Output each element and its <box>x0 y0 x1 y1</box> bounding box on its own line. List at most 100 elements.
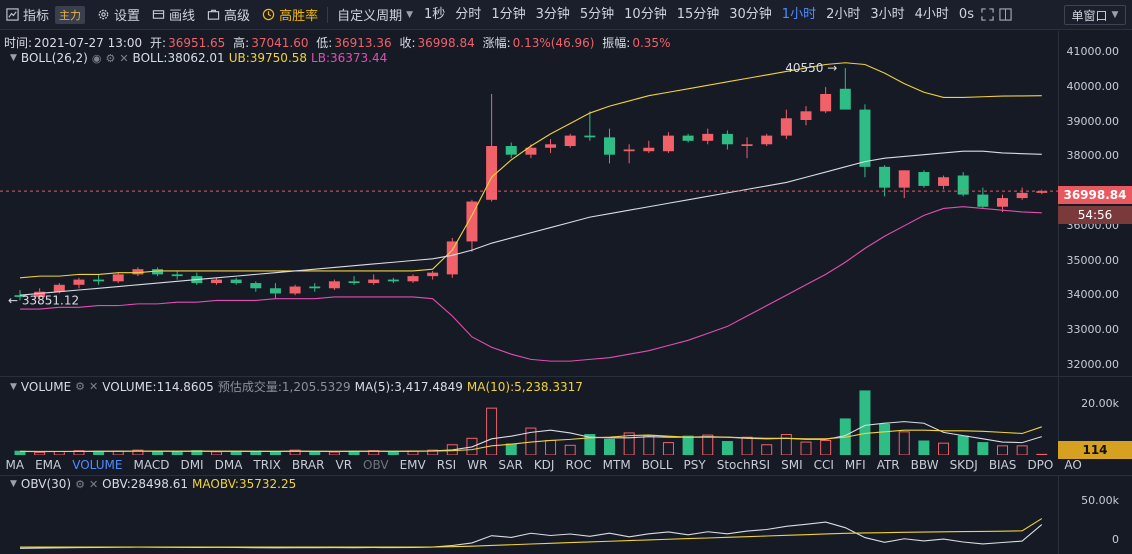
window-mode-dropdown[interactable]: 单窗口 ▼ <box>1064 5 1126 25</box>
indicator-tab[interactable]: BBW <box>910 458 939 472</box>
indicator-tab[interactable]: SMI <box>781 458 803 472</box>
advanced-button[interactable]: 高级 <box>201 0 256 30</box>
volume-legend-row: ▼ VOLUME ⚙ ✕ VOLUME:114.8605 预估成交量:1,205… <box>10 378 583 395</box>
candle-body <box>152 269 164 275</box>
indicator-icon <box>6 8 19 21</box>
boll-ub-label: UB: <box>228 51 250 65</box>
indicator-tab[interactable]: VR <box>335 458 353 472</box>
indicator-tab[interactable]: MFI <box>844 458 866 472</box>
volume-bar <box>859 390 871 455</box>
indicator-tab[interactable]: SKDJ <box>949 458 978 472</box>
indicator-tab[interactable]: BOLL <box>641 458 673 472</box>
indicator-tab[interactable]: BIAS <box>988 458 1017 472</box>
custom-period-dropdown[interactable]: 自定义周期 ▼ <box>331 0 419 30</box>
indicator-tab[interactable]: StochRSI <box>716 458 771 472</box>
indicator-tab[interactable]: EMV <box>399 458 426 472</box>
indicator-tab[interactable]: WR <box>467 458 488 472</box>
period-tab[interactable]: 2小时 <box>826 6 861 22</box>
period-tab[interactable]: 4小时 <box>914 6 949 22</box>
indicator-tab[interactable]: AO <box>1064 458 1082 472</box>
indicator-tab[interactable]: DPO <box>1027 458 1054 472</box>
collapse-chevron-icon[interactable]: ▼ <box>10 381 17 392</box>
collapse-chevron-icon[interactable]: ▼ <box>10 53 17 63</box>
candle-body <box>387 279 399 282</box>
candle-body <box>132 269 144 275</box>
indicator-tab[interactable]: KDJ <box>533 458 555 472</box>
period-tab[interactable]: 3小时 <box>870 6 905 22</box>
candle-body <box>564 135 576 147</box>
gear-icon[interactable]: ⚙ <box>75 477 85 491</box>
candle <box>466 199 478 252</box>
period-tab[interactable]: 分时 <box>455 6 482 22</box>
volume-bar <box>721 441 733 455</box>
indicator-tab[interactable]: PSY <box>683 458 706 472</box>
indicator-tab[interactable]: EMA <box>35 458 62 472</box>
candle-body <box>112 274 124 282</box>
close-icon[interactable]: ✕ <box>88 477 99 491</box>
period-tab[interactable]: 10分钟 <box>624 6 667 22</box>
candle <box>662 132 674 153</box>
candle <box>407 274 419 284</box>
price-chart[interactable]: 40550 → ← 33851.12 <box>0 35 1058 375</box>
pane-divider <box>0 376 1132 377</box>
high-winrate-button[interactable]: 高胜率 <box>256 0 324 30</box>
indicator-tab[interactable]: DMI <box>180 458 204 472</box>
candle-body <box>977 194 989 207</box>
indicator-tab[interactable]: CCI <box>813 458 834 472</box>
volume-bar <box>427 449 439 455</box>
indicator-tab[interactable]: SAR <box>498 458 523 472</box>
gear-icon <box>98 9 109 20</box>
indicator-tab[interactable]: DMA <box>214 458 243 472</box>
volume-est-label: 预估成交量: <box>217 380 282 394</box>
indicator-tab[interactable]: ATR <box>876 458 900 472</box>
eye-icon[interactable]: ◉ <box>91 51 102 65</box>
gear-icon[interactable]: ⚙ <box>75 380 86 393</box>
expand-panel-icon[interactable] <box>997 6 1015 24</box>
candle-body <box>446 241 458 275</box>
candle <box>820 87 832 114</box>
draw-line-icon <box>152 10 165 19</box>
candle <box>643 140 655 153</box>
candle-body <box>93 279 105 282</box>
collapse-chevron-icon[interactable]: ▼ <box>10 479 17 489</box>
time-value: 2021-07-27 13:00 <box>34 36 143 50</box>
candle-body <box>14 295 26 297</box>
indicator-tab[interactable]: RSI <box>436 458 457 472</box>
settings-button[interactable]: 设置 <box>91 0 146 30</box>
volume-chart[interactable] <box>0 385 1058 455</box>
candle-body <box>309 286 321 289</box>
fullscreen-icon[interactable] <box>979 6 997 24</box>
period-tab[interactable]: 1分钟 <box>491 6 526 22</box>
period-tab[interactable]: 3分钟 <box>535 6 570 22</box>
period-tab[interactable]: 15分钟 <box>676 6 720 22</box>
indicator-tab[interactable]: TRIX <box>253 458 281 472</box>
volume-ma10-label: MA(10): <box>466 379 515 394</box>
period-list: 1秒 分时 1分钟 3分钟 5分钟 10分钟 15分钟 30分钟 1小时 2小时 3小时 4小时 0s <box>419 0 979 30</box>
indicator-button[interactable]: 指标 主力 <box>0 0 91 30</box>
close-icon[interactable]: ✕ <box>119 51 129 65</box>
ohlc-info-row: 时间: 2021-07-27 13:00 开: 36951.65 高: 37041.6… <box>4 34 672 51</box>
gear-icon[interactable]: ⚙ <box>105 51 116 65</box>
draw-line-button[interactable]: 画线 <box>146 0 201 30</box>
candle <box>112 272 124 284</box>
period-tab[interactable]: 5分钟 <box>579 6 615 22</box>
period-tab[interactable]: 0s <box>958 6 974 22</box>
main-force-badge[interactable]: 主力 <box>55 5 86 24</box>
period-tab[interactable]: 1小时 <box>781 6 817 22</box>
candle <box>446 237 458 278</box>
period-tab[interactable]: 1秒 <box>424 6 446 22</box>
obv-legend-row: ▼ OBV(30) ⚙ ✕ OBV:28498.61 MAOBV:35732.2… <box>10 477 296 491</box>
period-tab[interactable]: 30分钟 <box>729 6 772 22</box>
indicator-tab[interactable]: BRAR <box>291 458 325 472</box>
indicator-tab[interactable]: MA <box>5 458 25 472</box>
volume-bar <box>800 441 812 455</box>
indicator-tab[interactable]: ROC <box>565 458 592 472</box>
obv-chart[interactable] <box>0 490 1058 550</box>
indicator-tab[interactable]: OBV <box>363 458 389 472</box>
candle <box>348 276 360 285</box>
indicator-tab[interactable]: VOLUME <box>72 458 123 472</box>
indicator-tab[interactable]: MTM <box>602 458 631 472</box>
indicator-tab[interactable]: MACD <box>133 458 170 472</box>
candle-body <box>957 175 969 195</box>
close-icon[interactable]: ✕ <box>89 380 99 393</box>
